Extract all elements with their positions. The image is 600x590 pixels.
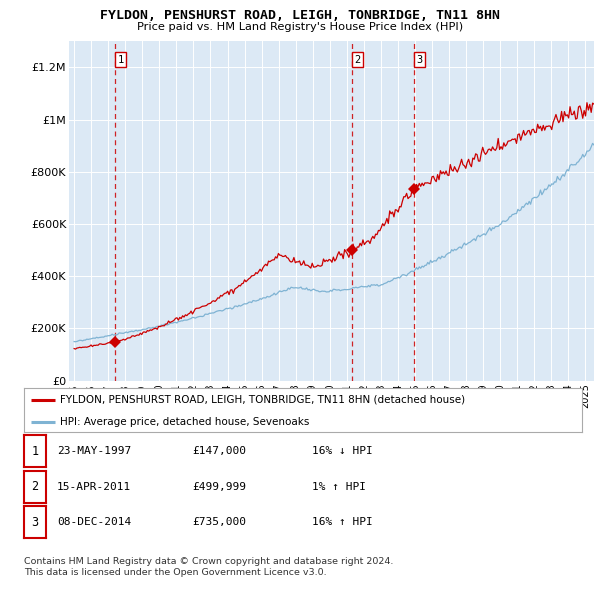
- Text: This data is licensed under the Open Government Licence v3.0.: This data is licensed under the Open Gov…: [24, 568, 326, 577]
- Text: FYLDON, PENSHURST ROAD, LEIGH, TONBRIDGE, TN11 8HN: FYLDON, PENSHURST ROAD, LEIGH, TONBRIDGE…: [100, 9, 500, 22]
- Text: 23-MAY-1997: 23-MAY-1997: [57, 447, 131, 456]
- Text: 3: 3: [32, 516, 38, 529]
- Text: 1% ↑ HPI: 1% ↑ HPI: [312, 482, 366, 491]
- Text: 2: 2: [355, 54, 361, 64]
- Text: Price paid vs. HM Land Registry's House Price Index (HPI): Price paid vs. HM Land Registry's House …: [137, 22, 463, 32]
- Text: 08-DEC-2014: 08-DEC-2014: [57, 517, 131, 527]
- Text: 15-APR-2011: 15-APR-2011: [57, 482, 131, 491]
- Text: £147,000: £147,000: [192, 447, 246, 456]
- Text: FYLDON, PENSHURST ROAD, LEIGH, TONBRIDGE, TN11 8HN (detached house): FYLDON, PENSHURST ROAD, LEIGH, TONBRIDGE…: [60, 395, 466, 405]
- Text: 16% ↑ HPI: 16% ↑ HPI: [312, 517, 373, 527]
- Text: £499,999: £499,999: [192, 482, 246, 491]
- Text: 3: 3: [416, 54, 422, 64]
- Text: Contains HM Land Registry data © Crown copyright and database right 2024.: Contains HM Land Registry data © Crown c…: [24, 558, 394, 566]
- Text: HPI: Average price, detached house, Sevenoaks: HPI: Average price, detached house, Seve…: [60, 417, 310, 427]
- Text: £735,000: £735,000: [192, 517, 246, 527]
- Text: 16% ↓ HPI: 16% ↓ HPI: [312, 447, 373, 456]
- Text: 2: 2: [32, 480, 38, 493]
- Text: 1: 1: [32, 445, 38, 458]
- Text: 1: 1: [118, 54, 124, 64]
